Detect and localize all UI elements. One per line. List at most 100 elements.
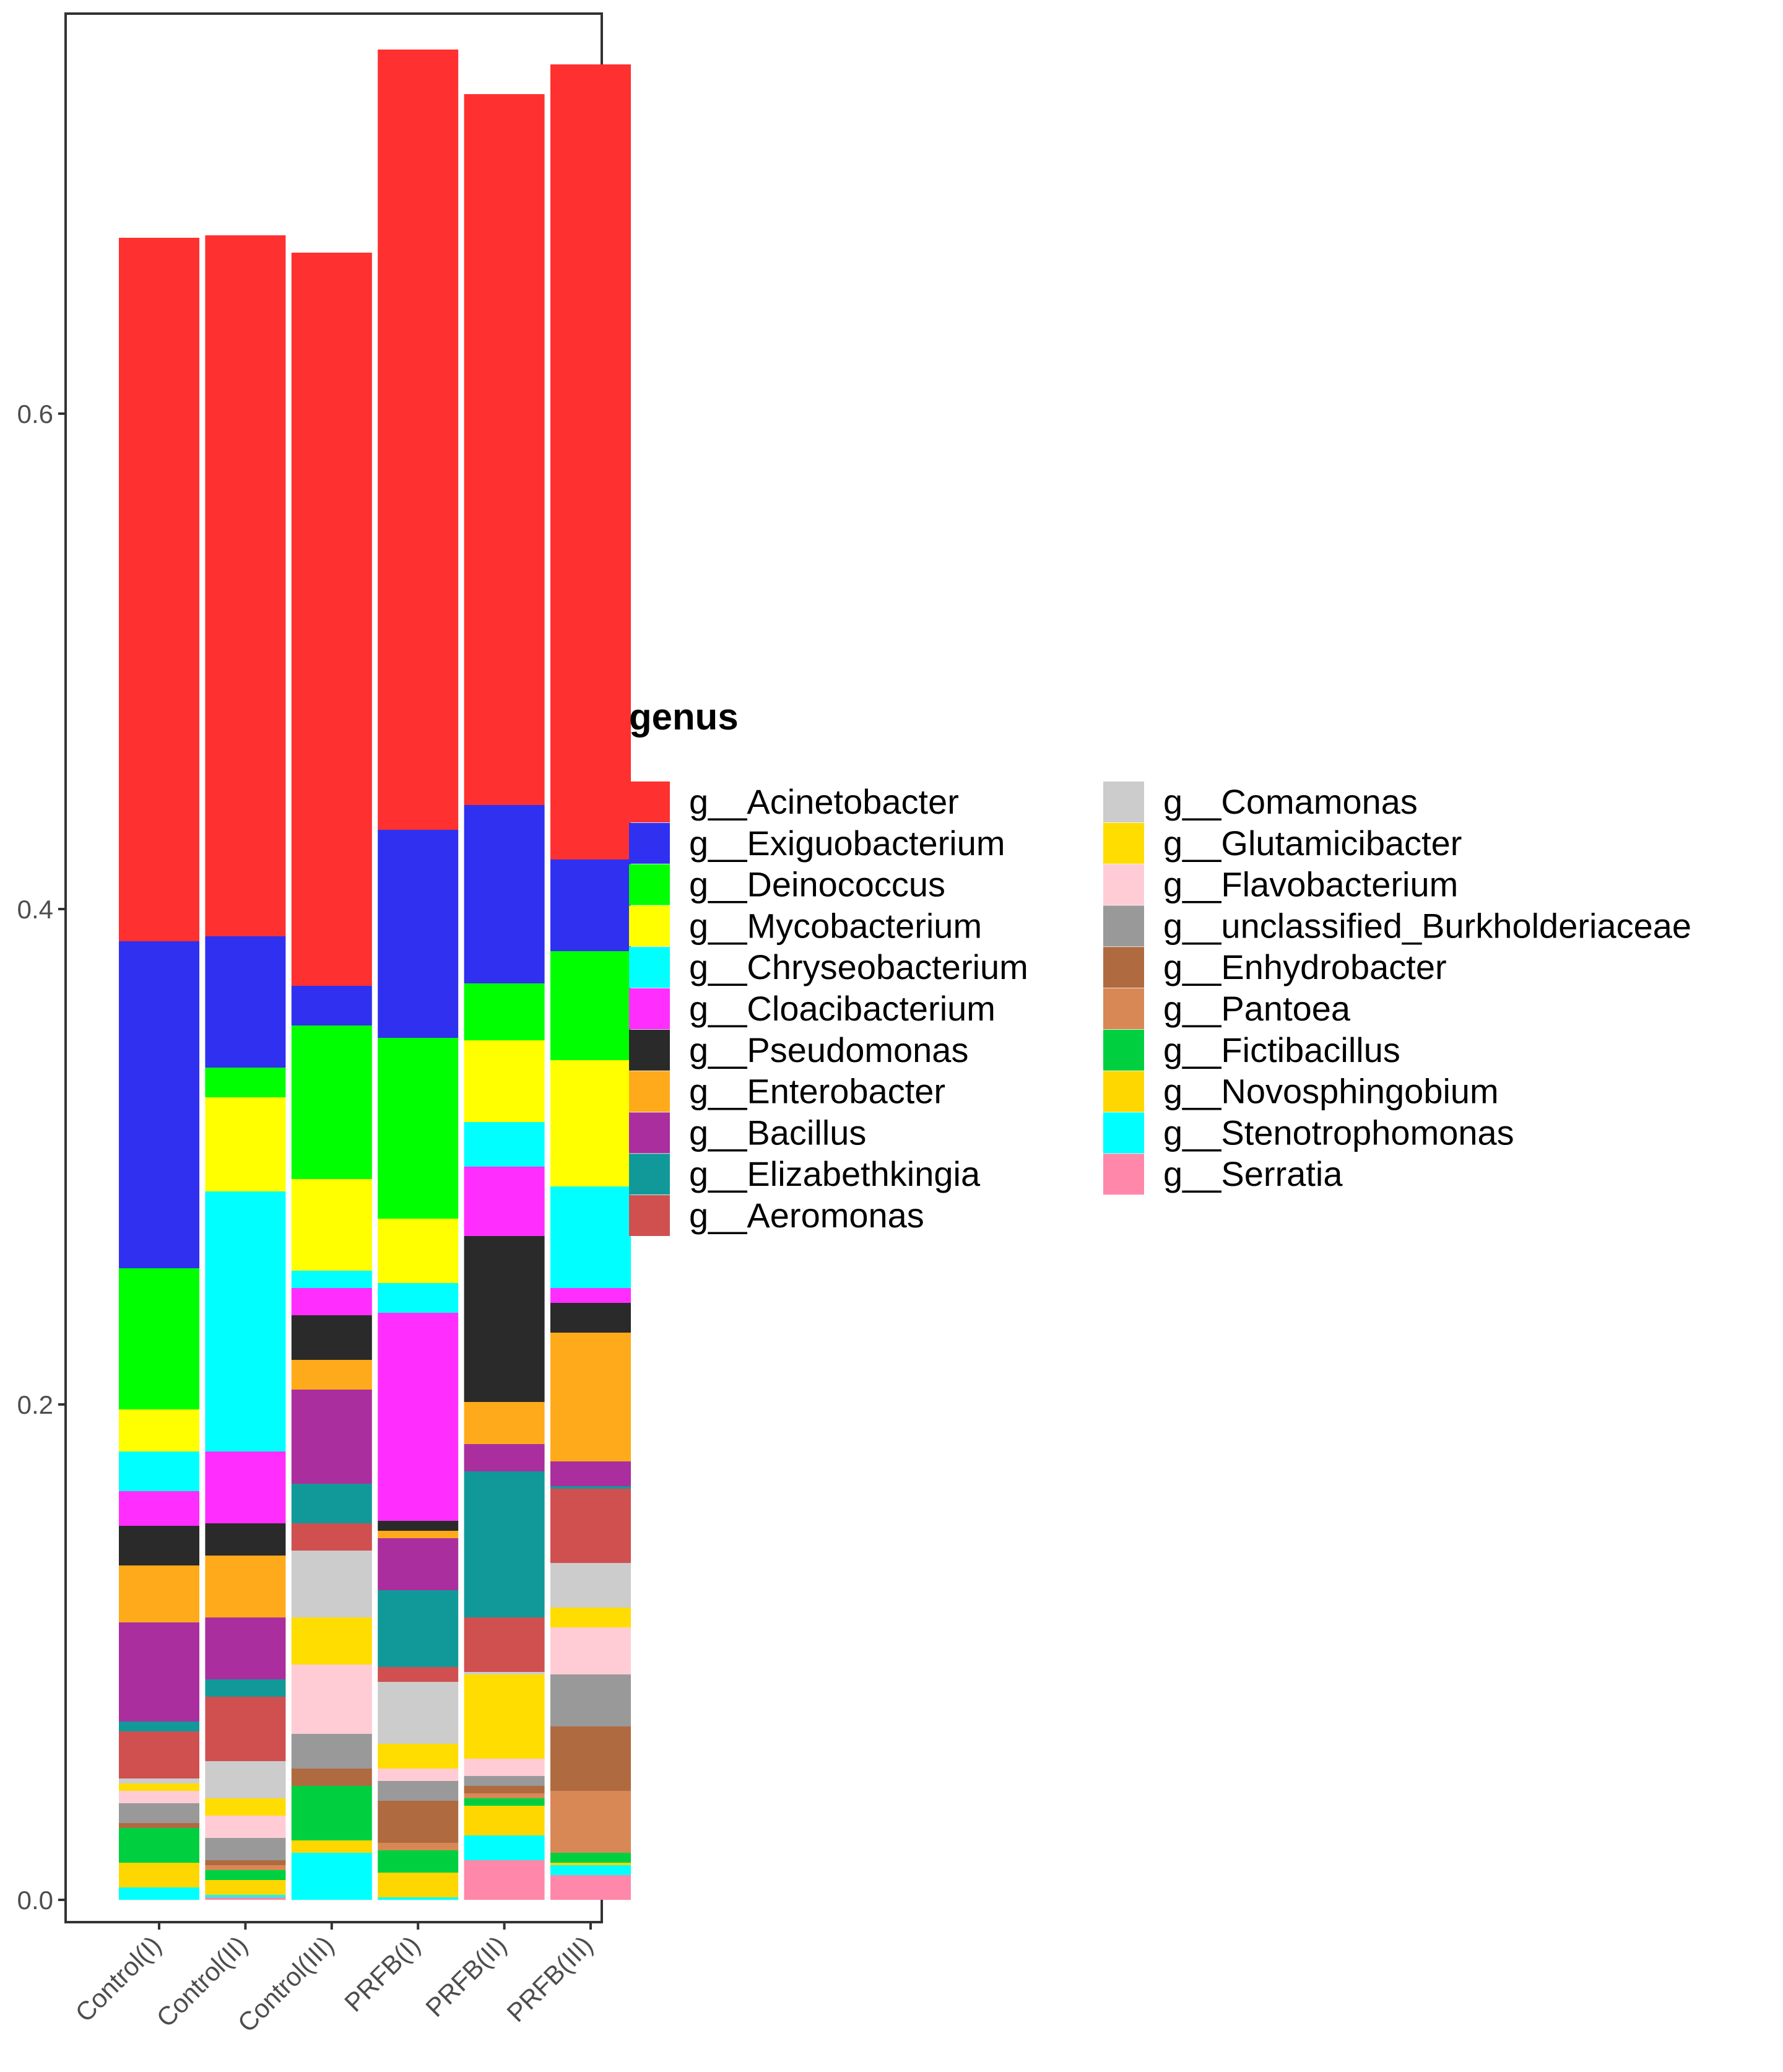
bar-segment-g-glutamicibacter-control-i	[119, 1783, 199, 1791]
bar-segment-g-stenotrophomonas-prfb-i	[378, 1897, 459, 1900]
legend-key-g-aeromonas	[629, 1195, 670, 1236]
bar-segment-g-mycobacterium-control-iii	[291, 1179, 372, 1271]
bar-segment-g-cloacibacterium-prfb-ii	[464, 1167, 545, 1236]
y-tick-label: 0.6	[17, 399, 53, 429]
legend-key-g-enterobacter	[629, 1071, 670, 1112]
legend-key-g-mycobacterium	[629, 905, 670, 947]
bar-segment-g-novosphingobium-prfb-ii	[464, 1806, 545, 1835]
bar-segment-g-enhydrobacter-prfb-ii	[464, 1786, 545, 1793]
bar-segment-g-comamonas-prfb-iii	[550, 1563, 631, 1608]
bar-segment-g-comamonas-control-iii	[291, 1551, 372, 1617]
y-tick-label: 0.4	[17, 895, 53, 924]
bar-segment-g-exiguobacterium-prfb-ii	[464, 805, 545, 983]
bar-segment-g-enhydrobacter-prfb-iii	[550, 1726, 631, 1791]
bar-segment-g-acinetobacter-prfb-ii	[464, 94, 545, 805]
legend-key-g-comamonas	[1103, 781, 1144, 822]
bar-segment-g-exiguobacterium-control-i	[119, 941, 199, 1268]
bar-segment-g-novosphingobium-control-i	[119, 1863, 199, 1887]
bar-segment-g-chryseobacterium-control-ii	[205, 1191, 286, 1452]
bar-segment-g-fictibacillus-prfb-iii	[550, 1853, 631, 1863]
bar-segment-g-elizabethkingia-prfb-ii	[464, 1471, 545, 1617]
y-axis: 0.0 0.2 0.4 0.6	[17, 399, 66, 1915]
legend-key-g-stenotrophomonas	[1103, 1112, 1144, 1154]
bar-segment-g-glutamicibacter-prfb-ii	[464, 1674, 545, 1759]
bar-segment-g-enterobacter-control-i	[119, 1565, 199, 1622]
bar-segment-g-aeromonas-control-iii	[291, 1523, 372, 1551]
legend-label-g-unclassified-burkholderiaceae: g__unclassified_Burkholderiaceae	[1163, 906, 1691, 945]
bar-segment-g-aeromonas-prfb-i	[378, 1667, 459, 1682]
legend-key-g-unclassified-burkholderiaceae	[1103, 905, 1144, 947]
bar-segment-g-fictibacillus-control-i	[119, 1828, 199, 1863]
bar-segment-g-novosphingobium-control-ii	[205, 1880, 286, 1895]
bar-segment-g-flavobacterium-prfb-i	[378, 1769, 459, 1781]
bar-segment-g-flavobacterium-prfb-iii	[550, 1627, 631, 1674]
bar-segment-g-elizabethkingia-control-ii	[205, 1679, 286, 1697]
bar-segment-g-deinococcus-control-iii	[291, 1025, 372, 1179]
bar-segment-g-flavobacterium-control-iii	[291, 1665, 372, 1734]
bar-segment-g-acinetobacter-prfb-iii	[550, 64, 631, 860]
bar-segment-g-glutamicibacter-control-iii	[291, 1617, 372, 1665]
legend-key-g-exiguobacterium	[629, 822, 670, 864]
bar-segment-g-enhydrobacter-control-iii	[291, 1769, 372, 1786]
bar-segment-g-exiguobacterium-control-ii	[205, 936, 286, 1068]
bar-segment-g-pseudomonas-prfb-iii	[550, 1303, 631, 1333]
bar-segment-g-enhydrobacter-control-ii	[205, 1860, 286, 1865]
bar-segment-g-chryseobacterium-prfb-iii	[550, 1186, 631, 1288]
legend-key-g-novosphingobium	[1103, 1071, 1144, 1112]
bar-segment-g-bacillus-control-iii	[291, 1390, 372, 1484]
bar-segment-g-acinetobacter-control-ii	[205, 235, 286, 936]
legend: genusg__Acinetobacterg__Exiguobacteriumg…	[629, 696, 1691, 1236]
bar-segment-g-chryseobacterium-control-iii	[291, 1271, 372, 1288]
legend-label-g-novosphingobium: g__Novosphingobium	[1163, 1072, 1499, 1111]
legend-label-g-aeromonas: g__Aeromonas	[689, 1196, 924, 1235]
legend-label-g-fictibacillus: g__Fictibacillus	[1163, 1030, 1400, 1069]
bar-segment-g-enterobacter-prfb-ii	[464, 1402, 545, 1444]
legend-label-g-enterobacter: g__Enterobacter	[689, 1072, 945, 1111]
legend-label-g-pseudomonas: g__Pseudomonas	[689, 1030, 968, 1069]
bar-segment-g-unclassified-burkholderiaceae-prfb-i	[378, 1781, 459, 1801]
legend-label-g-cloacibacterium: g__Cloacibacterium	[689, 989, 996, 1028]
bar-segment-g-pseudomonas-control-ii	[205, 1523, 286, 1556]
bar-segment-g-pseudomonas-prfb-i	[378, 1521, 459, 1531]
bar-segment-g-mycobacterium-prfb-ii	[464, 1040, 545, 1122]
bar-segment-g-acinetobacter-control-i	[119, 238, 199, 941]
bar-segment-g-exiguobacterium-control-iii	[291, 986, 372, 1025]
bar-segment-g-novosphingobium-prfb-i	[378, 1873, 459, 1897]
bar-segment-g-pantoea-control-ii	[205, 1865, 286, 1870]
bar-segment-g-cloacibacterium-prfb-iii	[550, 1288, 631, 1303]
legend-key-g-flavobacterium	[1103, 864, 1144, 905]
bar-segment-g-deinococcus-prfb-iii	[550, 951, 631, 1060]
legend-key-g-chryseobacterium	[629, 947, 670, 988]
bar-segment-g-cloacibacterium-control-i	[119, 1491, 199, 1526]
bar-segment-g-enterobacter-prfb-iii	[550, 1333, 631, 1461]
legend-label-g-comamonas: g__Comamonas	[1163, 782, 1418, 821]
bar-segment-g-mycobacterium-control-ii	[205, 1097, 286, 1191]
bar-segment-g-pseudomonas-control-i	[119, 1526, 199, 1565]
bar-segment-g-pantoea-prfb-i	[378, 1843, 459, 1850]
bar-segment-g-elizabethkingia-prfb-iii	[550, 1486, 631, 1489]
bar-segment-g-exiguobacterium-prfb-iii	[550, 860, 631, 951]
bar-segment-g-enterobacter-prfb-i	[378, 1531, 459, 1538]
bar-segment-g-cloacibacterium-control-iii	[291, 1288, 372, 1315]
legend-key-g-deinococcus	[629, 864, 670, 905]
bar-segment-g-unclassified-burkholderiaceae-prfb-iii	[550, 1674, 631, 1726]
bar-segment-g-fictibacillus-control-iii	[291, 1786, 372, 1840]
bar-segment-g-novosphingobium-prfb-iii	[550, 1863, 631, 1865]
x-tick-label-prfb-iii: PRFB(III)	[501, 1930, 598, 2027]
bar-segment-g-stenotrophomonas-prfb-ii	[464, 1835, 545, 1860]
bar-segment-g-deinococcus-prfb-ii	[464, 983, 545, 1040]
bar-segment-g-enhydrobacter-prfb-i	[378, 1801, 459, 1843]
legend-label-g-flavobacterium: g__Flavobacterium	[1163, 865, 1458, 904]
bar-segment-g-glutamicibacter-prfb-iii	[550, 1608, 631, 1627]
bar-segment-g-bacillus-prfb-ii	[464, 1444, 545, 1471]
legend-key-g-pantoea	[1103, 988, 1144, 1029]
legend-label-g-elizabethkingia: g__Elizabethkingia	[689, 1154, 981, 1193]
bar-segment-g-mycobacterium-prfb-iii	[550, 1060, 631, 1186]
bar-segment-g-glutamicibacter-control-ii	[205, 1798, 286, 1816]
legend-label-g-acinetobacter: g__Acinetobacter	[689, 782, 959, 821]
bar-segment-g-aeromonas-prfb-ii	[464, 1617, 545, 1672]
bar-segment-g-unclassified-burkholderiaceae-control-ii	[205, 1838, 286, 1860]
bar-segment-g-comamonas-control-i	[119, 1778, 199, 1783]
bar-segment-g-stenotrophomonas-control-i	[119, 1887, 199, 1900]
